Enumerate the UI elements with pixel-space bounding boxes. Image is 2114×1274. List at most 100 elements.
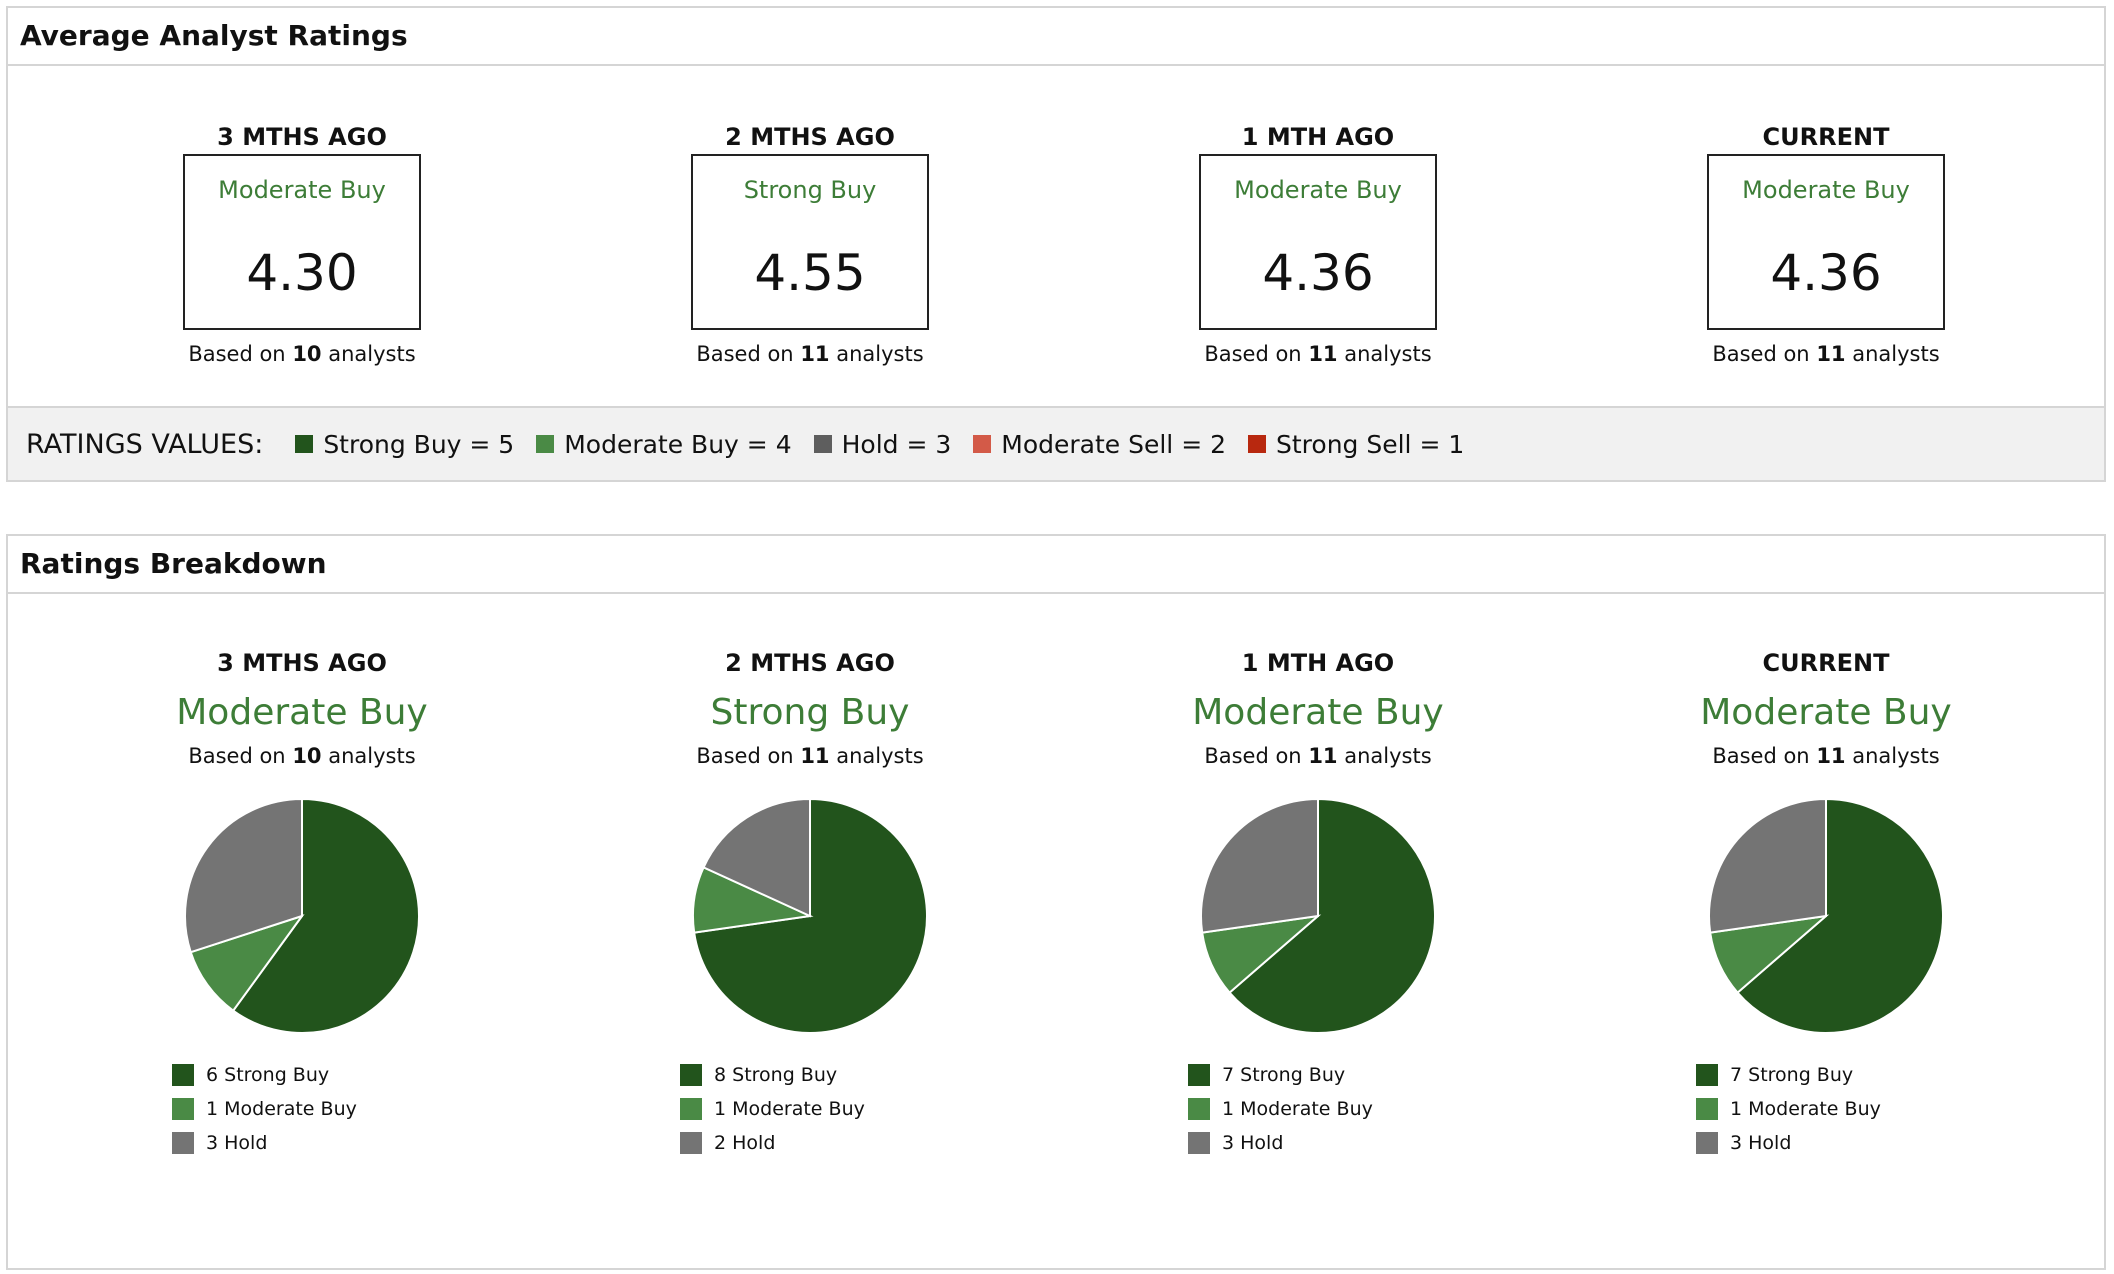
pie-chart bbox=[184, 797, 420, 1034]
legend-item-moderate-buy: 1 Moderate Buy bbox=[1188, 1092, 1388, 1126]
analyst-count: 11 bbox=[800, 744, 830, 768]
rating-score: 4.36 bbox=[1770, 244, 1882, 302]
legend-item-strong-buy: 8 Strong Buy bbox=[680, 1058, 880, 1092]
rating-label: Strong Buy bbox=[743, 176, 877, 204]
avg-rating-col-1m: 1 MTH AGO Moderate Buy 4.36 Based on 11 … bbox=[1138, 122, 1498, 366]
moderate-buy-swatch bbox=[536, 435, 555, 453]
pie-chart bbox=[1200, 797, 1436, 1034]
strong-buy-swatch bbox=[295, 435, 314, 453]
legend-swatch bbox=[172, 1064, 194, 1086]
pie-legend: 8 Strong Buy 1 Moderate Buy 2 Hold bbox=[680, 1058, 880, 1160]
strong-buy-slice bbox=[1736, 797, 1944, 1034]
legend-item-moderate-buy: 1 Moderate Buy bbox=[1696, 1092, 1896, 1126]
panel-title: Average Analyst Ratings bbox=[8, 8, 2104, 66]
hold-slice bbox=[1200, 797, 1319, 934]
ratings-breakdown-panel: Ratings Breakdown 3 MTHS AGO Moderate Bu… bbox=[6, 534, 2106, 1270]
avg-rating-col-3m: 3 MTHS AGO Moderate Buy 4.30 Based on 10… bbox=[122, 122, 482, 366]
legend-item-strong-buy: 7 Strong Buy bbox=[1696, 1058, 1896, 1092]
hold-slice bbox=[1708, 797, 1827, 934]
avg-rating-col-2m: 2 MTHS AGO Strong Buy 4.55 Based on 11 a… bbox=[630, 122, 990, 366]
rv-hold: Hold = 3 bbox=[813, 430, 951, 459]
pie-legend: 7 Strong Buy 1 Moderate Buy 3 Hold bbox=[1188, 1058, 1388, 1160]
hold-swatch bbox=[813, 435, 832, 453]
analyst-count-text: Based on 11 analysts bbox=[1204, 744, 1432, 768]
pie-chart bbox=[1708, 797, 1944, 1034]
rating-box: Moderate Buy 4.36 bbox=[1199, 154, 1437, 330]
analyst-count-text: Based on 11 analysts bbox=[696, 342, 924, 366]
strong-sell-swatch bbox=[1248, 435, 1266, 453]
analyst-count-text: Based on 11 analysts bbox=[696, 744, 924, 768]
rv-strong-buy: Strong Buy = 5 bbox=[295, 430, 514, 459]
avg-rating-col-current: CURRENT Moderate Buy 4.36 Based on 11 an… bbox=[1646, 122, 2006, 366]
rating-label: Moderate Buy bbox=[1192, 692, 1444, 733]
period-label: 3 MTHS AGO bbox=[217, 649, 387, 677]
period-label: 2 MTHS AGO bbox=[725, 649, 895, 677]
legend-item-moderate-buy: 1 Moderate Buy bbox=[172, 1092, 372, 1126]
breakdown-col-2m: 2 MTHS AGO Strong Buy Based on 11 analys… bbox=[630, 648, 990, 1160]
breakdown-col-1m: 1 MTH AGO Moderate Buy Based on 11 analy… bbox=[1138, 648, 1498, 1160]
ratings-values-label: RATINGS VALUES: bbox=[26, 428, 264, 460]
rating-box: Strong Buy 4.55 bbox=[691, 154, 929, 330]
rating-label: Moderate Buy bbox=[1742, 176, 1910, 204]
rv-moderate-sell: Moderate Sell = 2 bbox=[973, 430, 1226, 459]
strong-buy-slice bbox=[231, 797, 420, 1034]
legend-swatch bbox=[680, 1064, 702, 1086]
legend-swatch bbox=[172, 1132, 194, 1154]
moderate-buy-slice bbox=[189, 914, 305, 1013]
pie-chart bbox=[691, 797, 928, 1034]
legend-swatch bbox=[680, 1098, 702, 1120]
period-label: 1 MTH AGO bbox=[1241, 649, 1395, 677]
analyst-count: 11 bbox=[1816, 744, 1846, 768]
analyst-count: 11 bbox=[1308, 744, 1338, 768]
legend-item-hold: 3 Hold bbox=[1696, 1126, 1896, 1160]
legend-swatch bbox=[1696, 1098, 1718, 1120]
rating-score: 4.30 bbox=[246, 244, 358, 302]
analyst-count-text: Based on 10 analysts bbox=[188, 744, 416, 768]
strong-buy-slice bbox=[1228, 797, 1436, 1034]
breakdown-col-3m: 3 MTHS AGO Moderate Buy Based on 10 anal… bbox=[122, 648, 482, 1160]
moderate-sell-swatch bbox=[973, 435, 992, 453]
analyst-count-text: Based on 11 analysts bbox=[1204, 342, 1432, 366]
legend-item-hold: 3 Hold bbox=[172, 1126, 372, 1160]
legend-swatch bbox=[1188, 1098, 1210, 1120]
analyst-count: 10 bbox=[292, 744, 322, 768]
analyst-count: 10 bbox=[292, 342, 322, 366]
rating-score: 4.36 bbox=[1262, 244, 1374, 302]
legend-swatch bbox=[172, 1098, 194, 1120]
rv-strong-sell: Strong Sell = 1 bbox=[1248, 430, 1464, 459]
breakdown-col-current: CURRENT Moderate Buy Based on 11 analyst… bbox=[1646, 648, 2006, 1160]
rating-box: Moderate Buy 4.36 bbox=[1707, 154, 1945, 330]
analyst-count-text: Based on 11 analysts bbox=[1712, 342, 1940, 366]
pie-legend: 6 Strong Buy 1 Moderate Buy 3 Hold bbox=[172, 1058, 372, 1160]
hold-slice bbox=[702, 797, 811, 918]
rating-label: Moderate Buy bbox=[1234, 176, 1402, 204]
legend-swatch bbox=[1696, 1132, 1718, 1154]
legend-swatch bbox=[680, 1132, 702, 1154]
analyst-count: 11 bbox=[1816, 342, 1846, 366]
legend-item-strong-buy: 6 Strong Buy bbox=[172, 1058, 372, 1092]
rating-label: Moderate Buy bbox=[1700, 692, 1952, 733]
average-analyst-ratings-panel: Average Analyst Ratings 3 MTHS AGO Moder… bbox=[6, 6, 2106, 482]
rating-box: Moderate Buy 4.30 bbox=[183, 154, 421, 330]
period-label: CURRENT bbox=[1762, 649, 1890, 677]
analyst-count-text: Based on 10 analysts bbox=[188, 342, 416, 366]
period-label: 1 MTH AGO bbox=[1241, 123, 1395, 151]
rating-label: Strong Buy bbox=[710, 692, 910, 733]
legend-item-strong-buy: 7 Strong Buy bbox=[1188, 1058, 1388, 1092]
analyst-count-text: Based on 11 analysts bbox=[1712, 744, 1940, 768]
period-label: 2 MTHS AGO bbox=[725, 123, 895, 151]
period-label: CURRENT bbox=[1762, 123, 1890, 151]
legend-item-moderate-buy: 1 Moderate Buy bbox=[680, 1092, 880, 1126]
rv-moderate-buy: Moderate Buy = 4 bbox=[536, 430, 792, 459]
ratings-values-legend: RATINGS VALUES: Strong Buy = 5 Moderate … bbox=[8, 406, 2104, 480]
rating-label: Moderate Buy bbox=[218, 176, 386, 204]
legend-item-hold: 3 Hold bbox=[1188, 1126, 1388, 1160]
legend-swatch bbox=[1188, 1064, 1210, 1086]
period-label: 3 MTHS AGO bbox=[217, 123, 387, 151]
legend-swatch bbox=[1696, 1064, 1718, 1086]
pie-legend: 7 Strong Buy 1 Moderate Buy 3 Hold bbox=[1696, 1058, 1896, 1160]
legend-swatch bbox=[1188, 1132, 1210, 1154]
rating-score: 4.55 bbox=[754, 244, 866, 302]
legend-item-hold: 2 Hold bbox=[680, 1126, 880, 1160]
panel-title: Ratings Breakdown bbox=[8, 536, 2104, 594]
